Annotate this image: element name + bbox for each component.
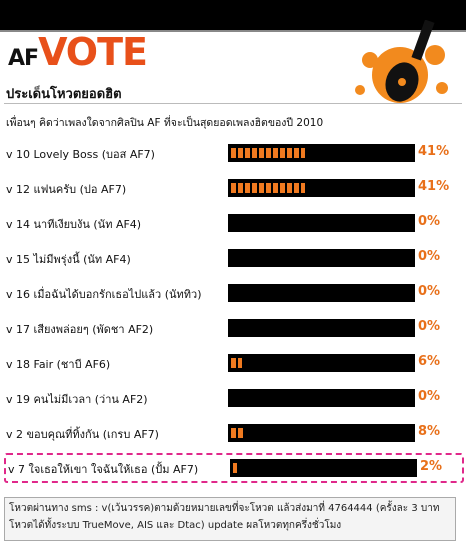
poll-title: ประเด็นโหวตยอดฮิต: [6, 87, 122, 102]
logo-af: AF: [8, 46, 39, 71]
option-label: v 19 คนไม่มีเวลา (ว่าน AF2): [6, 393, 148, 406]
percent-label: 41%: [418, 144, 450, 159]
percent-label: 0%: [418, 319, 441, 334]
percent-label: 0%: [418, 249, 441, 264]
logo: AFVOTE: [8, 30, 148, 74]
bar-fill: [231, 183, 306, 193]
percent-label: 6%: [418, 354, 441, 369]
percent-label: 0%: [418, 389, 441, 404]
percent-label: 8%: [418, 424, 441, 439]
poll-row: v 14 นาทีเงียบงัน (นัท AF4) 0%: [4, 210, 460, 236]
poll-row: v 7 ใจเธอให้เขา ใจฉันให้เธอ (ปั้ม AF7) 2%: [4, 453, 464, 483]
percent-label: 0%: [418, 284, 441, 299]
percent-label: 41%: [418, 179, 450, 194]
poll-row: v 19 คนไม่มีเวลา (ว่าน AF2) 0%: [4, 385, 460, 411]
option-label: v 12 แฟนครับ (ปอ AF7): [6, 183, 127, 196]
top-bar: [0, 0, 466, 32]
poll-row: v 18 Fair (ชาบี AF6) 6%: [4, 350, 460, 376]
divider: [4, 103, 462, 104]
poll-row: v 15 ไม่มีพรุ่งนี้ (นัท AF4) 0%: [4, 245, 460, 271]
poll-row: v 2 ขอบคุณที่ทิ้งกัน (เกรบ AF7) 8%: [4, 420, 460, 446]
bar-track: [228, 249, 415, 267]
poll-row: v 16 เมื่อฉันได้บอกรักเธอไปแล้ว (นัททิว)…: [4, 280, 460, 306]
bar-fill: [233, 463, 237, 473]
poll-question: เพื่อนๆ คิดว่าเพลงใดจากศิลปิน AF ที่จะเป…: [6, 117, 324, 129]
bar-track: [228, 214, 415, 232]
footer-line: โหวตผ่านทาง sms : v(เว้นวรรค)ตามด้วยหมาย…: [9, 503, 440, 514]
bar-track: [228, 319, 415, 337]
percent-label: 2%: [420, 459, 443, 474]
option-label: v 15 ไม่มีพรุ่งนี้ (นัท AF4): [6, 253, 131, 266]
guitar-art: [355, 20, 448, 103]
option-label: v 7 ใจเธอให้เขา ใจฉันให้เธอ (ปั้ม AF7): [8, 463, 199, 476]
percent-label: 0%: [418, 214, 441, 229]
logo-vote: VOTE: [38, 30, 148, 74]
bar-fill: [231, 148, 306, 158]
bar-fill: [231, 358, 242, 368]
bar-fill: [231, 428, 246, 438]
bar-track: [228, 424, 415, 442]
poll-row: v 17 เสียงพล่อยๆ (พัดชา AF2) 0%: [4, 315, 460, 341]
option-label: v 10 Lovely Boss (บอส AF7): [6, 148, 155, 161]
option-label: v 18 Fair (ชาบี AF6): [6, 358, 111, 371]
footer-note: โหวตผ่านทาง sms : v(เว้นวรรค)ตามด้วยหมาย…: [4, 497, 456, 541]
option-label: v 16 เมื่อฉันได้บอกรักเธอไปแล้ว (นัททิว): [6, 288, 202, 301]
bar-track: [228, 179, 415, 197]
option-label: v 2 ขอบคุณที่ทิ้งกัน (เกรบ AF7): [6, 428, 159, 441]
poll-row: v 10 Lovely Boss (บอส AF7) 41%: [4, 140, 460, 166]
bar-track: [228, 354, 415, 372]
poll-row: v 12 แฟนครับ (ปอ AF7) 41%: [4, 175, 460, 201]
bar-track: [228, 284, 415, 302]
footer-line: โหวตได้ทั้งระบบ TrueMove, AIS และ Dtac) …: [9, 520, 342, 531]
option-label: v 17 เสียงพล่อยๆ (พัดชา AF2): [6, 323, 154, 336]
bar-track: [228, 389, 415, 407]
option-label: v 14 นาทีเงียบงัน (นัท AF4): [6, 218, 142, 231]
bar-track: [230, 459, 417, 477]
bar-track: [228, 144, 415, 162]
